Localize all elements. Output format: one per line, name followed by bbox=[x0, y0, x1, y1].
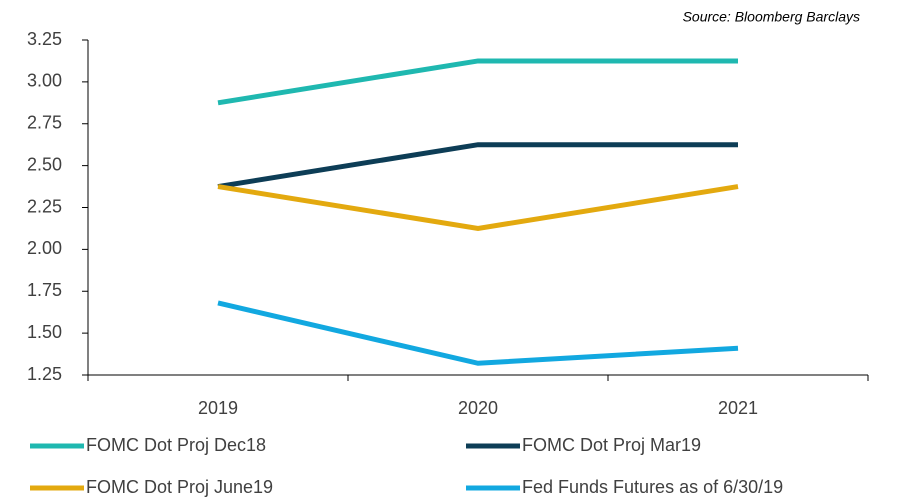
legend-label: FOMC Dot Proj June19 bbox=[86, 477, 273, 497]
x-tick-label: 2020 bbox=[458, 398, 498, 418]
y-tick-label: 2.75 bbox=[27, 113, 62, 133]
y-tick-label: 1.75 bbox=[27, 280, 62, 300]
series-line bbox=[217, 142, 738, 190]
y-tick-label: 1.50 bbox=[27, 322, 62, 342]
y-tick-label: 2.25 bbox=[27, 196, 62, 216]
y-tick-label: 3.25 bbox=[27, 29, 62, 49]
series-line bbox=[217, 184, 739, 231]
source-note: Source: Bloomberg Barclays bbox=[683, 9, 860, 25]
legend-label: FOMC Dot Proj Dec18 bbox=[86, 435, 266, 455]
series-line bbox=[217, 300, 739, 366]
y-tick-label: 1.25 bbox=[27, 364, 62, 384]
series-line bbox=[217, 58, 738, 106]
y-tick-label: 2.00 bbox=[27, 238, 62, 258]
legend-label: Fed Funds Futures as of 6/30/19 bbox=[522, 477, 783, 497]
x-tick-label: 2021 bbox=[718, 398, 758, 418]
x-tick-label: 2019 bbox=[198, 398, 238, 418]
y-tick-label: 2.50 bbox=[27, 154, 62, 174]
legend-label: FOMC Dot Proj Mar19 bbox=[522, 435, 701, 455]
y-tick-label: 3.00 bbox=[27, 71, 62, 91]
